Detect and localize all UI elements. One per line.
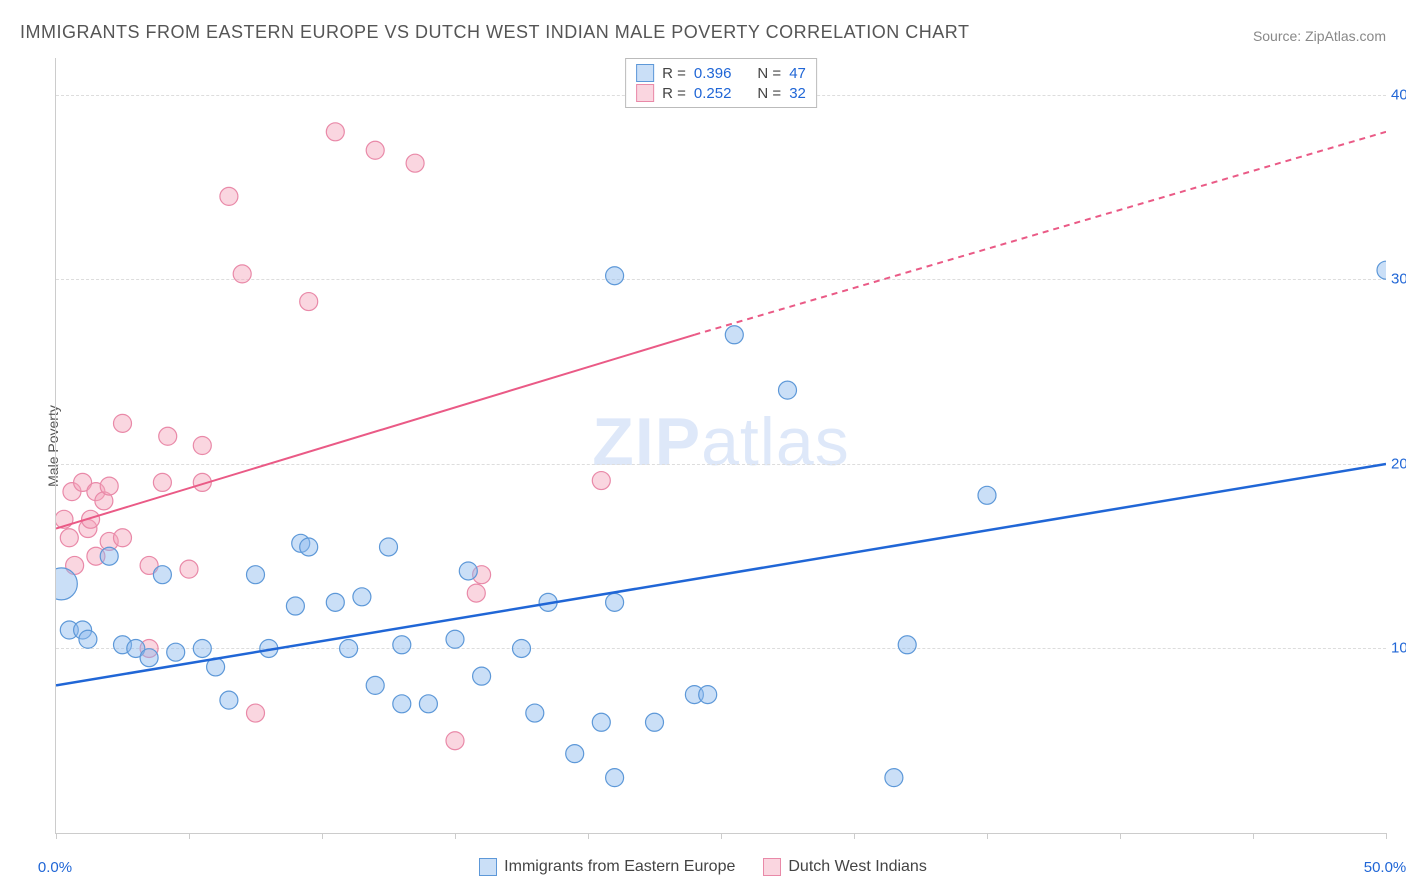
legend-swatch: [763, 858, 781, 876]
scatter-point-series1: [526, 704, 544, 722]
x-tick: [189, 833, 190, 839]
r-label: R =: [662, 85, 686, 102]
scatter-point-series1: [380, 538, 398, 556]
scatter-point-series1: [606, 593, 624, 611]
scatter-point-series2: [467, 584, 485, 602]
trendline-series2: [56, 335, 694, 529]
x-tick: [987, 833, 988, 839]
r-value: 0.396: [694, 65, 732, 82]
scatter-point-series1: [725, 326, 743, 344]
scatter-point-series1: [100, 547, 118, 565]
x-tick: [721, 833, 722, 839]
scatter-point-series1: [340, 639, 358, 657]
scatter-point-series2: [114, 414, 132, 432]
scatter-point-series2: [180, 560, 198, 578]
legend-stats-row: R = 0.252 N = 32: [636, 83, 806, 103]
scatter-point-series1: [140, 649, 158, 667]
y-tick-label: 10.0%: [1391, 640, 1406, 657]
scatter-point-series1: [1377, 261, 1386, 279]
legend-stats-row: R = 0.396 N = 47: [636, 63, 806, 83]
scatter-point-series1: [566, 745, 584, 763]
legend-swatch: [636, 64, 654, 82]
scatter-point-series2: [100, 477, 118, 495]
scatter-point-series1: [779, 381, 797, 399]
x-tick: [588, 833, 589, 839]
scatter-point-series1: [473, 667, 491, 685]
legend-item: Dutch West Indians: [763, 858, 926, 876]
scatter-point-series1: [220, 691, 238, 709]
x-tick: [56, 833, 57, 839]
plot-area: ZIPatlas R =0.396N =47R =0.252N =32 10.0…: [55, 58, 1386, 834]
r-label: R =: [662, 65, 686, 82]
x-tick-label: 0.0%: [38, 859, 72, 876]
scatter-point-series1: [393, 636, 411, 654]
scatter-point-series2: [153, 473, 171, 491]
legend-swatch: [479, 858, 497, 876]
source-attribution: Source: ZipAtlas.com: [1253, 28, 1386, 44]
n-label: N =: [757, 85, 781, 102]
n-label: N =: [757, 65, 781, 82]
scatter-point-series2: [592, 472, 610, 490]
scatter-point-series1: [898, 636, 916, 654]
chart-svg: [56, 58, 1386, 833]
x-tick: [322, 833, 323, 839]
y-tick-label: 20.0%: [1391, 455, 1406, 472]
x-tick: [854, 833, 855, 839]
scatter-point-series2: [220, 187, 238, 205]
legend-label: Immigrants from Eastern Europe: [504, 858, 735, 876]
scatter-point-series2: [446, 732, 464, 750]
r-value: 0.252: [694, 85, 732, 102]
scatter-point-series1: [592, 713, 610, 731]
scatter-point-series2: [406, 154, 424, 172]
scatter-point-series1: [885, 769, 903, 787]
scatter-point-series1: [300, 538, 318, 556]
scatter-point-series1: [606, 267, 624, 285]
scatter-point-series1: [193, 639, 211, 657]
n-value: 47: [789, 65, 806, 82]
scatter-point-series2: [159, 427, 177, 445]
scatter-point-series2: [247, 704, 265, 722]
scatter-point-series2: [60, 529, 78, 547]
scatter-point-series1: [353, 588, 371, 606]
scatter-point-series2: [233, 265, 251, 283]
scatter-point-series1: [606, 769, 624, 787]
x-tick: [1120, 833, 1121, 839]
scatter-point-series2: [300, 293, 318, 311]
y-tick-label: 40.0%: [1391, 86, 1406, 103]
scatter-point-series2: [193, 437, 211, 455]
scatter-point-series1: [326, 593, 344, 611]
legend-label: Dutch West Indians: [788, 858, 926, 876]
scatter-point-series1: [286, 597, 304, 615]
scatter-point-series1: [79, 630, 97, 648]
scatter-point-series1: [419, 695, 437, 713]
scatter-point-series2: [366, 141, 384, 159]
scatter-point-series1: [459, 562, 477, 580]
x-tick-label: 50.0%: [1364, 859, 1406, 876]
x-tick: [1386, 833, 1387, 839]
scatter-point-series2: [114, 529, 132, 547]
scatter-point-series1: [247, 566, 265, 584]
scatter-point-series1: [978, 486, 996, 504]
y-tick-label: 30.0%: [1391, 271, 1406, 288]
scatter-point-series1: [513, 639, 531, 657]
legend-stats: R = 0.396 N = 47 R = 0.252 N = 32: [625, 58, 817, 108]
scatter-point-series1: [393, 695, 411, 713]
trendline-series2-dash: [694, 132, 1386, 335]
scatter-point-series1: [646, 713, 664, 731]
scatter-point-series1: [699, 686, 717, 704]
scatter-point-series1: [446, 630, 464, 648]
n-value: 32: [789, 85, 806, 102]
x-tick: [1253, 833, 1254, 839]
scatter-point-series1: [366, 676, 384, 694]
x-tick: [455, 833, 456, 839]
scatter-point-series1: [153, 566, 171, 584]
legend-item: Immigrants from Eastern Europe: [479, 858, 735, 876]
scatter-point-series1: [167, 643, 185, 661]
legend-swatch: [636, 84, 654, 102]
chart-title: IMMIGRANTS FROM EASTERN EUROPE VS DUTCH …: [20, 22, 969, 43]
legend-series: Immigrants from Eastern Europe Dutch West…: [0, 858, 1406, 876]
scatter-point-series2: [326, 123, 344, 141]
